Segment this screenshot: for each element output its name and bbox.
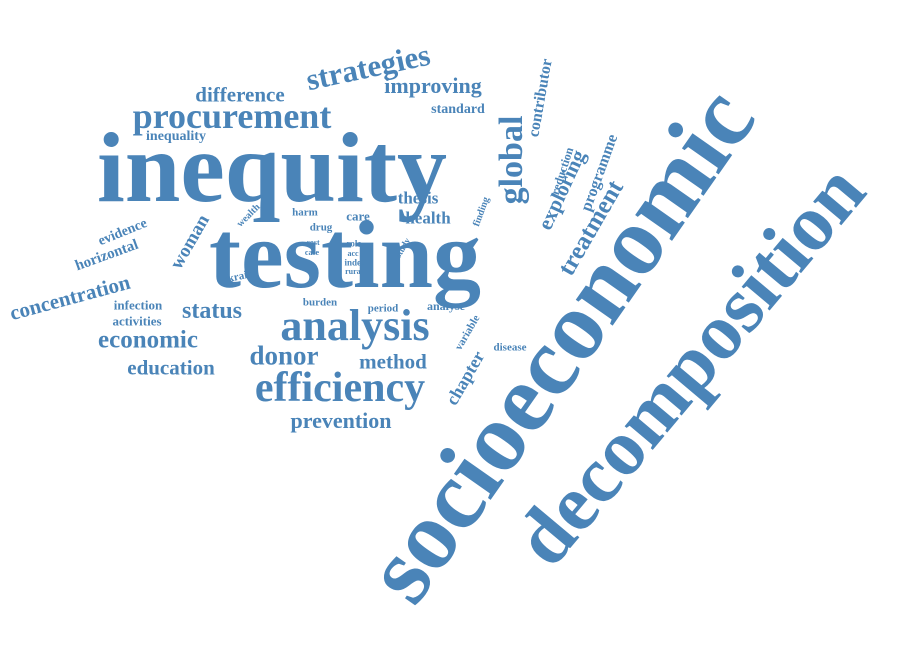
word-rural: rural [345,267,363,276]
word-procurement: procurement [132,96,332,136]
word-analyse: analyse [426,299,466,313]
word-global: global [493,115,530,205]
word-improving: improving [384,73,482,98]
word-inequality: inequality [146,129,206,144]
word-contributor: contributor [525,57,556,139]
word-donor: donor [249,340,319,371]
word-burden: burden [302,296,338,309]
word-acc: acc [347,249,359,258]
word-status: status [181,298,243,324]
word-infection: infection [113,297,163,313]
word-period: period [367,302,399,315]
word-cost: cost [306,238,320,247]
word-difference: difference [195,82,285,107]
word-activities: activities [112,313,162,329]
word-economic: economic [98,326,198,354]
word-variable: variable [452,313,483,353]
word-inequity: inequity [96,112,448,223]
word-drug: drug [309,221,333,234]
word-analysis: analysis [280,301,430,350]
word-standard: standard [431,102,485,117]
word-case: case [304,248,320,257]
word-harm: harm [292,206,318,219]
word-index: index [344,257,366,268]
word-thesis: thesis [397,188,439,208]
word-method: method [359,349,427,374]
word-health: health [405,208,451,228]
word-efficiency: efficiency [254,365,426,411]
word-education: education [127,355,215,380]
word-prevention: prevention [290,408,392,433]
word-care: care [346,208,370,224]
word-role: role [346,238,362,249]
word-testing: testing [209,201,481,308]
word-disease: disease [493,341,527,354]
